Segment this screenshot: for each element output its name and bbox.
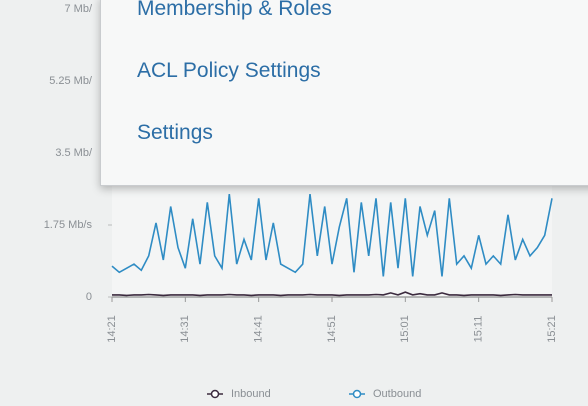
legend-label: Inbound <box>231 388 271 400</box>
menu-item[interactable]: Membership & Roles <box>137 0 332 21</box>
y-tick-label: 3.5 Mb/ <box>55 147 93 159</box>
dropdown-menu: Membership & Roles ACL Policy Settings S… <box>100 0 588 186</box>
legend-marker <box>212 391 219 398</box>
x-tick-label: 14:31 <box>179 315 191 343</box>
y-tick-label: 0 <box>86 291 92 303</box>
x-tick-label: 15:11 <box>473 316 485 343</box>
x-tick-label: 14:51 <box>326 315 338 343</box>
legend-marker <box>354 391 361 398</box>
x-tick-label: 14:21 <box>106 315 118 343</box>
x-tick-label: 15:21 <box>546 315 558 343</box>
x-tick-label: 15:01 <box>399 315 411 343</box>
screen: 0 1.75 Mb/s 3.5 Mb/5.25 Mb/7 Mb/14:21 14:31… <box>0 0 588 406</box>
y-tick-label: 1.75 Mb/s <box>44 219 93 231</box>
y-tick-label: 7 Mb/ <box>64 3 92 15</box>
y-tick-label: 5.25 Mb/ <box>49 75 93 87</box>
menu-item[interactable]: ACL Policy Settings <box>137 59 321 83</box>
menu-item[interactable]: Settings <box>137 121 213 145</box>
x-tick-label: 14:41 <box>253 315 265 343</box>
legend-label: Outbound <box>373 388 421 400</box>
